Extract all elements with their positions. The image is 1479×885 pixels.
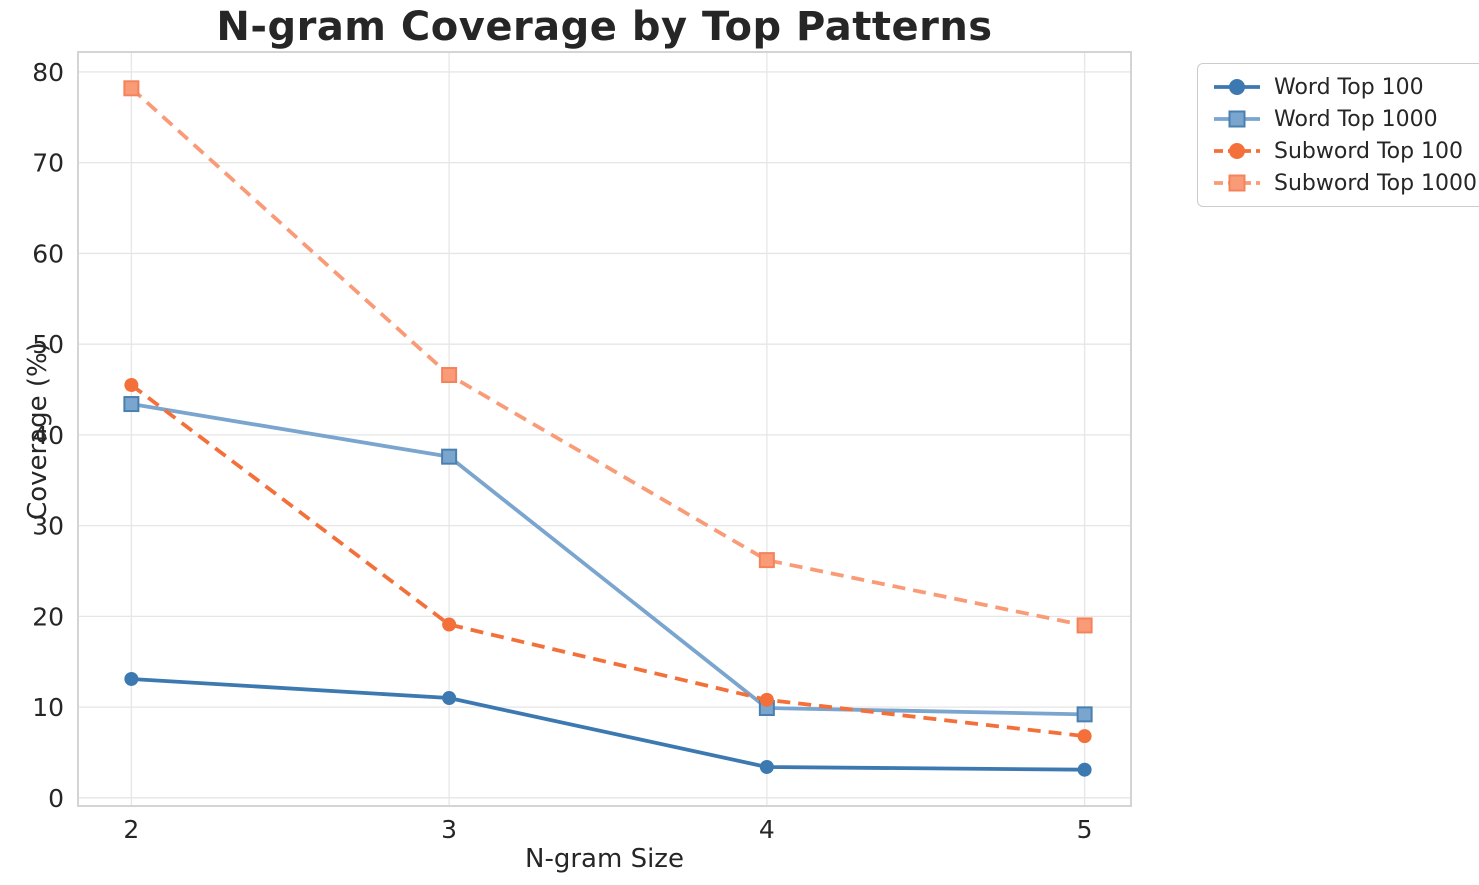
y-tick-label: 10 <box>32 693 64 722</box>
data-point-marker <box>124 671 139 686</box>
data-point-marker <box>1076 617 1093 634</box>
legend-line-sample <box>1214 174 1260 192</box>
series-line-word-top-100 <box>129 677 1087 772</box>
x-tick-label: 4 <box>759 815 775 844</box>
legend-marker-circle-icon <box>1229 143 1245 159</box>
data-point-marker <box>759 692 774 707</box>
legend-label: Word Top 1000 <box>1274 106 1438 132</box>
y-tick-label: 80 <box>32 58 64 87</box>
legend-item: Word Top 1000 <box>1212 106 1477 132</box>
plot-border <box>77 51 1132 807</box>
data-point-marker <box>442 691 457 706</box>
y-tick-label: 20 <box>32 602 64 631</box>
x-tick-label: 5 <box>1077 815 1093 844</box>
series-line-subword-top-100 <box>130 383 1085 739</box>
y-tick-label: 70 <box>32 149 64 178</box>
legend-marker-square-icon <box>1228 110 1246 128</box>
legend-marker-circle-icon <box>1229 79 1245 95</box>
y-tick-label: 30 <box>32 512 64 541</box>
data-point-marker <box>758 552 775 569</box>
legend-label: Subword Top 100 <box>1274 138 1464 164</box>
series-line-word-top-1000 <box>129 402 1087 717</box>
data-point-marker <box>1077 729 1092 744</box>
data-point-marker <box>759 759 774 774</box>
data-point-marker <box>441 367 458 384</box>
legend-line-sample <box>1214 110 1260 128</box>
x-tick-label: 2 <box>123 815 139 844</box>
x-axis-label: N-gram Size <box>525 844 684 874</box>
y-axis-label: Coverage (%) <box>23 342 53 520</box>
legend: Word Top 100 Word Top 1000 Subword Top 100… <box>1197 63 1479 207</box>
legend-label: Word Top 100 <box>1274 74 1424 100</box>
data-point-marker <box>441 448 458 465</box>
data-point-marker <box>1077 762 1092 777</box>
data-point-marker <box>124 377 139 392</box>
series-line-subword-top-1000 <box>130 86 1085 628</box>
x-tick-label: 3 <box>441 815 457 844</box>
chart-title: N-gram Coverage by Top Patterns <box>216 4 993 50</box>
legend-line-sample <box>1214 79 1260 95</box>
data-point-marker <box>123 396 140 413</box>
data-point-marker <box>123 80 140 97</box>
legend-item: Word Top 100 <box>1212 74 1477 100</box>
y-tick-label: 40 <box>32 421 64 450</box>
legend-item: Subword Top 1000 <box>1212 170 1477 196</box>
legend-line-sample <box>1214 143 1260 159</box>
y-tick-label: 60 <box>32 239 64 268</box>
legend-item: Subword Top 100 <box>1212 138 1477 164</box>
data-point-marker <box>1076 706 1093 723</box>
y-tick-label: 50 <box>32 330 64 359</box>
y-tick-label: 0 <box>48 784 64 813</box>
data-point-marker <box>442 617 457 632</box>
legend-marker-square-icon <box>1228 174 1246 192</box>
legend-label: Subword Top 1000 <box>1274 170 1478 196</box>
